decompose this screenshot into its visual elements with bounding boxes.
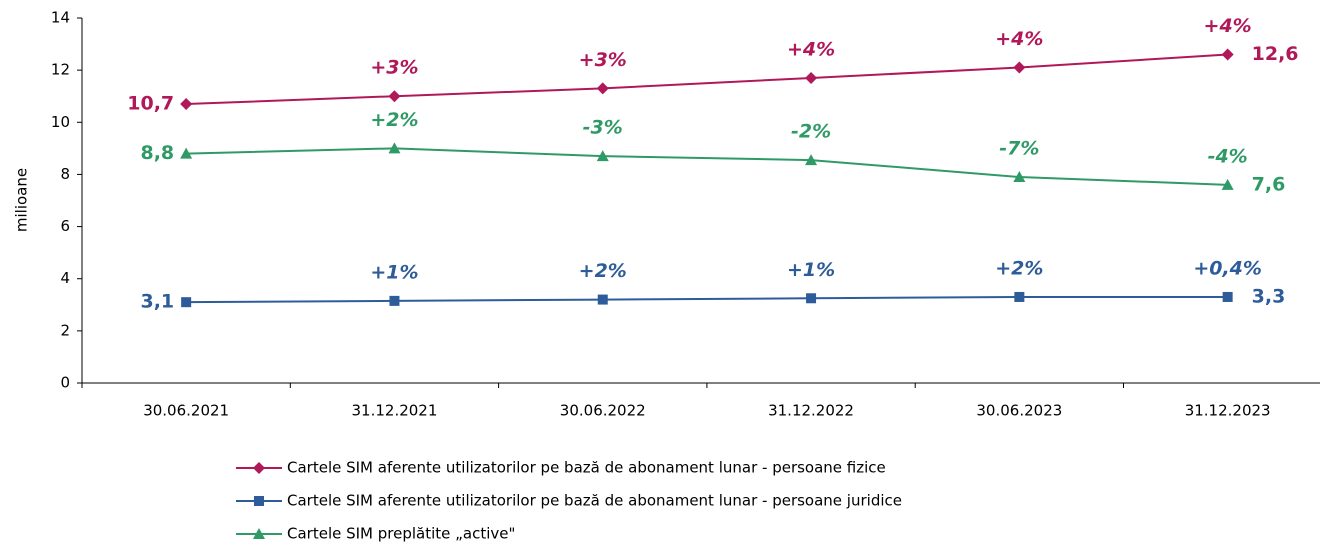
legend-marker [253, 462, 265, 474]
point [388, 90, 401, 103]
change-label: +4% [787, 38, 835, 60]
y-tick-label: 6 [60, 217, 70, 235]
y-tick-label: 2 [60, 321, 70, 339]
point [596, 150, 609, 162]
series-line [186, 147, 1228, 186]
change-label: -7% [999, 138, 1039, 160]
legend-label: Cartele SIM aferente utilizatorilor pe b… [287, 459, 886, 477]
series-line [186, 53, 1228, 106]
point [1013, 61, 1026, 74]
x-tick-label: 30.06.2021 [143, 402, 229, 420]
x-tick-label: 31.12.2021 [352, 402, 438, 420]
data-label: 12,6 [1252, 43, 1299, 65]
x-tick-label: 31.12.2022 [768, 402, 854, 420]
legend-marker [254, 496, 264, 506]
y-tick-label: 12 [51, 61, 70, 79]
point [806, 293, 817, 304]
change-label: +0,4% [1193, 257, 1262, 279]
change-label: -4% [1208, 145, 1248, 167]
point [1221, 178, 1234, 190]
point [805, 71, 818, 84]
point [1221, 48, 1234, 61]
point [1013, 171, 1026, 183]
legend-label: Cartele SIM preplătite „active" [287, 525, 515, 543]
change-label: -2% [791, 121, 831, 143]
change-label: +2% [579, 260, 627, 282]
change-label: +3% [370, 57, 418, 79]
point [180, 98, 193, 111]
point [180, 147, 193, 159]
series-line [186, 295, 1228, 304]
change-label: +3% [579, 49, 627, 71]
y-tick-label: 4 [60, 269, 70, 287]
y-tick-label: 14 [51, 9, 70, 27]
change-label: +2% [370, 109, 418, 131]
y-axis-label: milioane [13, 168, 31, 232]
change-label: +4% [995, 28, 1043, 50]
x-tick-label: 30.06.2023 [976, 402, 1062, 420]
change-label: +4% [1204, 15, 1252, 37]
data-label: 10,7 [127, 93, 174, 115]
data-label: 8,8 [140, 142, 174, 164]
point [1222, 291, 1233, 302]
data-label: 3,3 [1252, 285, 1286, 307]
change-label: +2% [995, 257, 1043, 279]
y-tick-label: 10 [51, 113, 70, 131]
point [1014, 291, 1025, 302]
data-label: 7,6 [1252, 173, 1286, 195]
point [596, 82, 609, 95]
change-label: -3% [583, 117, 623, 139]
y-tick-label: 8 [60, 165, 70, 183]
point [389, 295, 400, 306]
point [805, 154, 818, 166]
change-label: +1% [787, 259, 835, 281]
point [181, 297, 192, 308]
legend-marker [253, 528, 265, 539]
change-label: +1% [370, 261, 418, 283]
y-tick-label: 0 [60, 374, 70, 392]
x-tick-label: 30.06.2022 [560, 402, 646, 420]
point [388, 142, 401, 154]
legend-label: Cartele SIM aferente utilizatorilor pe b… [287, 492, 902, 510]
data-label: 3,1 [140, 291, 174, 313]
point [597, 294, 608, 305]
x-tick-label: 31.12.2023 [1185, 402, 1271, 420]
